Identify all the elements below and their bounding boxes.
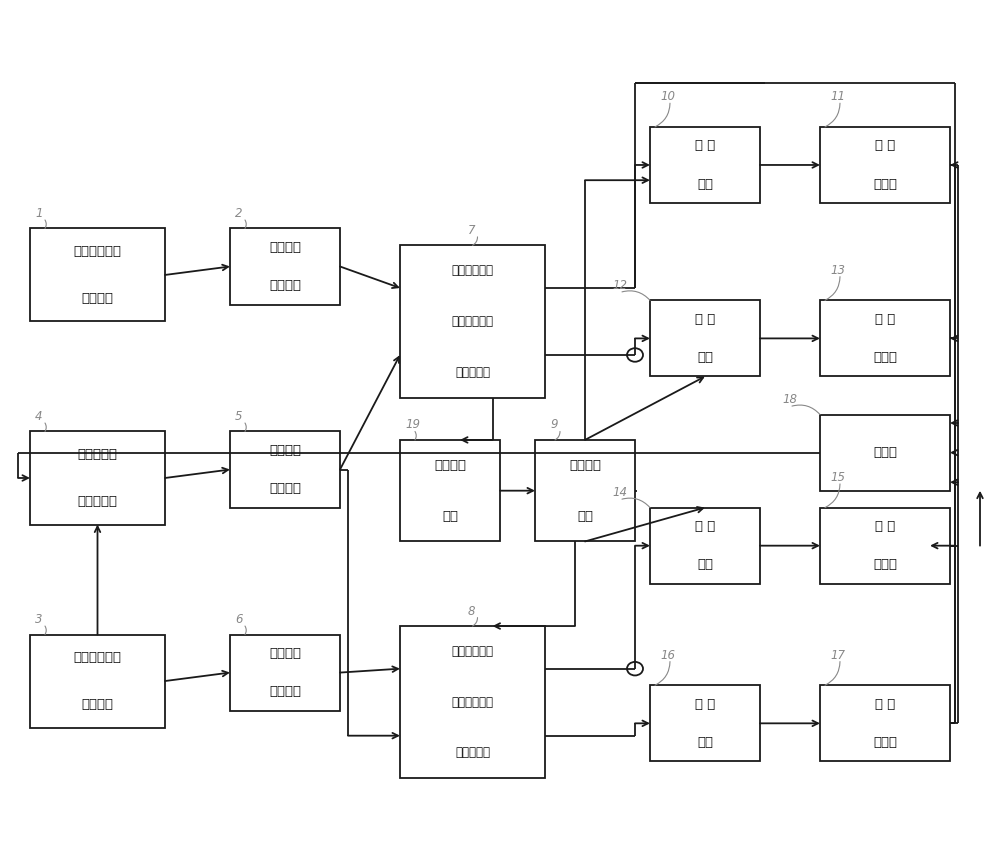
FancyBboxPatch shape (230, 228, 340, 305)
Text: 13: 13 (830, 264, 845, 277)
Text: 2: 2 (235, 207, 243, 220)
Text: 计数器: 计数器 (873, 178, 897, 190)
Text: 冲产生电路: 冲产生电路 (455, 365, 490, 379)
Text: 门时产生: 门时产生 (569, 459, 601, 472)
Text: 11: 11 (830, 91, 845, 103)
FancyBboxPatch shape (400, 245, 545, 398)
Text: 整形模块: 整形模块 (269, 279, 301, 292)
FancyBboxPatch shape (820, 508, 950, 584)
FancyBboxPatch shape (535, 440, 635, 541)
Text: 与门: 与门 (697, 558, 713, 571)
Text: 第 二: 第 二 (875, 698, 895, 711)
Text: 与门: 与门 (697, 178, 713, 190)
Text: 与门: 与门 (697, 351, 713, 364)
Text: 第 二: 第 二 (695, 698, 715, 711)
FancyBboxPatch shape (400, 626, 545, 778)
Text: 整形模块: 整形模块 (269, 482, 301, 495)
FancyBboxPatch shape (650, 508, 760, 584)
Text: 计数器: 计数器 (873, 736, 897, 749)
Text: 14: 14 (612, 486, 627, 499)
Text: 第三信号: 第三信号 (269, 647, 301, 660)
Text: 频率合成器: 频率合成器 (78, 495, 118, 508)
FancyBboxPatch shape (650, 685, 760, 761)
Text: 第 一: 第 一 (695, 140, 715, 152)
FancyBboxPatch shape (230, 431, 340, 508)
Text: 检测及重合脉: 检测及重合脉 (452, 695, 494, 709)
FancyBboxPatch shape (400, 440, 500, 541)
FancyBboxPatch shape (820, 127, 950, 203)
Text: 直接数字式: 直接数字式 (78, 448, 118, 461)
Text: 输入模块: 输入模块 (82, 698, 114, 711)
Text: 9: 9 (550, 419, 558, 431)
Text: 5: 5 (235, 410, 243, 423)
Text: 第二信号: 第二信号 (269, 444, 301, 457)
Text: 3: 3 (35, 613, 42, 626)
Text: 17: 17 (830, 649, 845, 662)
Text: 1: 1 (35, 207, 42, 220)
FancyBboxPatch shape (820, 415, 950, 491)
FancyBboxPatch shape (820, 300, 950, 376)
Text: 整形模块: 整形模块 (269, 685, 301, 698)
Text: 第二相位重合: 第二相位重合 (452, 645, 494, 658)
Text: 10: 10 (660, 91, 675, 103)
Text: 第 一: 第 一 (875, 140, 895, 152)
Text: 4: 4 (35, 410, 42, 423)
Text: 第 三: 第 三 (875, 313, 895, 326)
Text: 计数器: 计数器 (873, 351, 897, 364)
Text: 参考频率信号: 参考频率信号 (74, 651, 122, 664)
Text: 15: 15 (830, 471, 845, 484)
Text: 16: 16 (660, 649, 675, 662)
Text: 第 四: 第 四 (875, 520, 895, 533)
FancyBboxPatch shape (820, 685, 950, 761)
Text: 8: 8 (468, 605, 475, 618)
FancyBboxPatch shape (30, 634, 165, 728)
FancyBboxPatch shape (650, 300, 760, 376)
Text: 12: 12 (612, 279, 627, 292)
Text: 被测频率信号: 被测频率信号 (74, 245, 122, 258)
Text: 检测及重合脉: 检测及重合脉 (452, 315, 494, 328)
Text: 18: 18 (782, 393, 797, 406)
Text: 输入模块: 输入模块 (82, 292, 114, 305)
Text: 第 三: 第 三 (695, 313, 715, 326)
Text: 单片机: 单片机 (873, 446, 897, 459)
Text: 冲产生电路: 冲产生电路 (455, 746, 490, 760)
FancyBboxPatch shape (30, 228, 165, 321)
Text: 19: 19 (405, 419, 420, 431)
Text: 计数器: 计数器 (873, 558, 897, 571)
Text: 第一相位重合: 第一相位重合 (452, 264, 494, 277)
Text: 第 四: 第 四 (695, 520, 715, 533)
FancyBboxPatch shape (30, 431, 165, 525)
Text: 6: 6 (235, 613, 243, 626)
FancyBboxPatch shape (650, 127, 760, 203)
FancyBboxPatch shape (230, 634, 340, 711)
Text: 电路: 电路 (577, 509, 593, 523)
Text: 7: 7 (468, 224, 475, 237)
Text: 电路: 电路 (442, 509, 458, 523)
Text: 与门: 与门 (697, 736, 713, 749)
Text: 延时控制: 延时控制 (434, 459, 466, 472)
Text: 第一信号: 第一信号 (269, 241, 301, 254)
